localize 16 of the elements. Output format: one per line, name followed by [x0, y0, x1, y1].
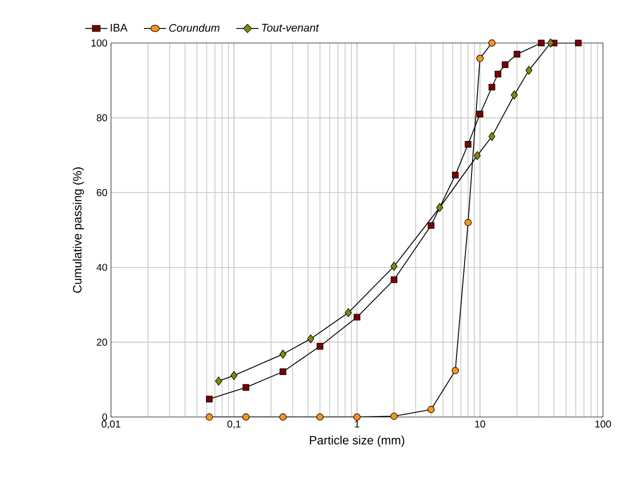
y-tick-label: 100: [92, 39, 108, 47]
x-tick-label: 0,1: [227, 420, 240, 429]
y-tick-label: 20: [96, 338, 108, 346]
legend-label: Tout-venant: [262, 24, 320, 32]
y-tick-label: 60: [96, 189, 108, 196]
legend-label: Corundum: [169, 24, 220, 32]
y-tick-label: 0: [102, 413, 108, 421]
y-tick-label: 80: [96, 114, 108, 122]
y-axis-title: Cumulative passing (%): [72, 167, 84, 293]
x-tick-label: 0,01: [102, 420, 120, 429]
x-tick-label: 1: [354, 420, 360, 428]
y-tick-label: 40: [96, 264, 108, 271]
x-axis-title: Particle size (mm): [310, 436, 404, 447]
legend-label: IBA: [110, 24, 128, 32]
x-tick-label: 100: [595, 420, 611, 428]
x-tick-label: 10: [475, 420, 486, 428]
